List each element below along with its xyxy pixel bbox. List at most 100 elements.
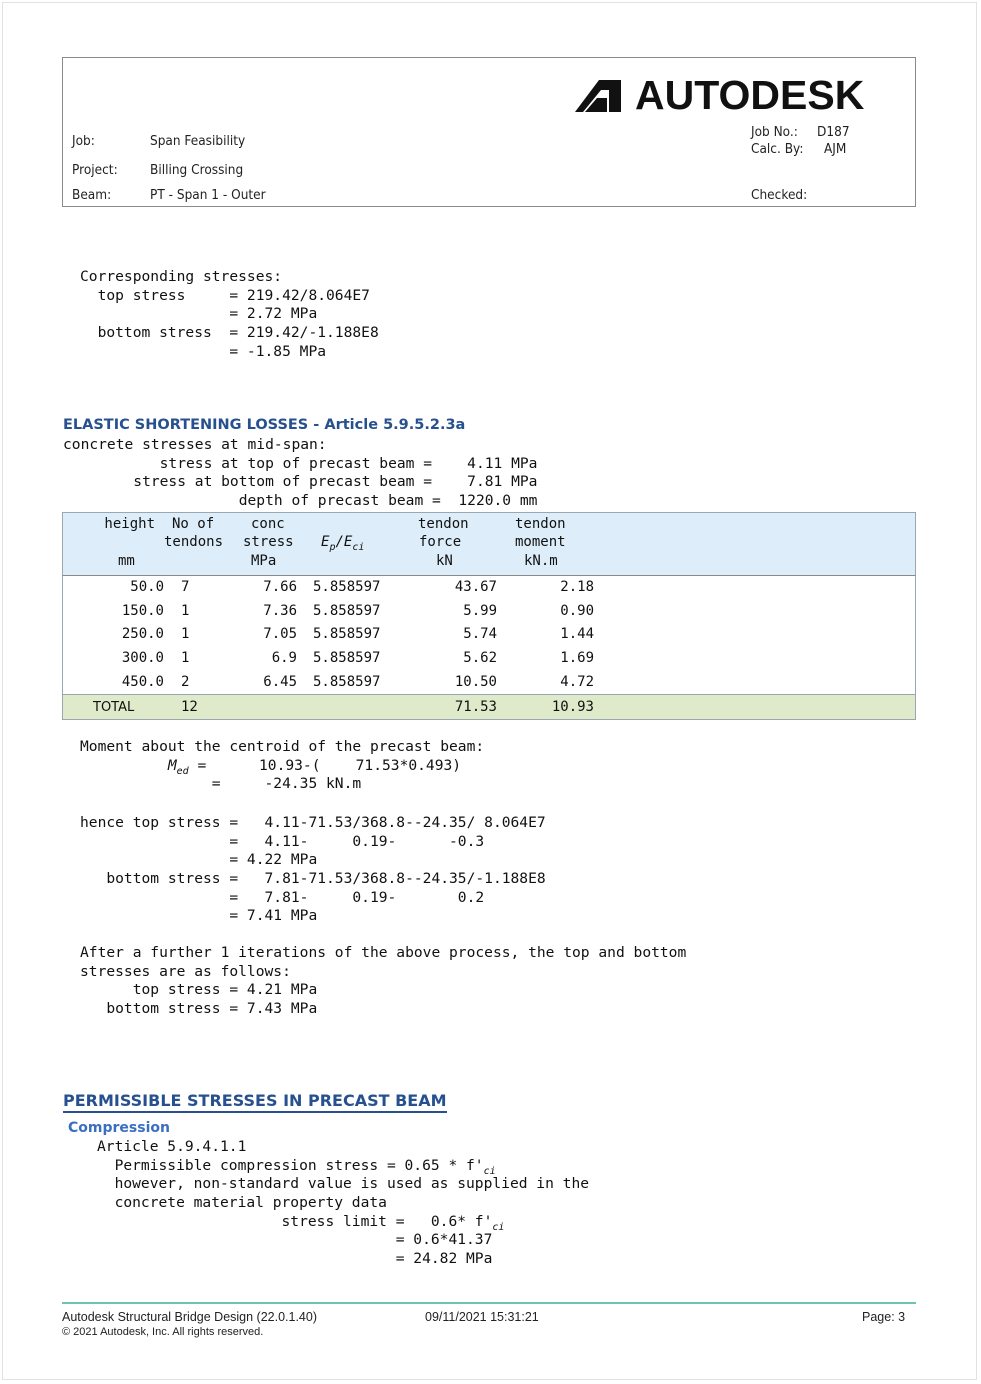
tendon-table-header (62, 512, 916, 576)
logo-text: AUTODESK (635, 72, 865, 118)
fci-subscript: ci (483, 1165, 496, 1177)
text-line: bottom stress = 7.81-71.53/368.8--24.35/… (80, 870, 546, 888)
cell-stress: 7.05 (263, 626, 297, 643)
cell-moment: 4.72 (560, 673, 594, 690)
total-label: TOTAL (93, 700, 135, 715)
med-symbol: M (80, 756, 177, 774)
col-header-conc: conc (251, 516, 285, 532)
compression-subheading: Compression (68, 1120, 170, 1136)
text-line: however, non-standard value is used as s… (97, 1175, 590, 1193)
beam-value: PT - Span 1 - Outer (150, 187, 266, 203)
text-line: = 4.11- 0.19- -0.3 (80, 832, 485, 850)
text-line: After a further 1 iterations of the abov… (80, 944, 687, 961)
cell-moment: 2.18 (560, 579, 594, 595)
text-line: stress at bottom of precast beam = 7.81 … (63, 473, 538, 491)
cell-stress: 7.66 (263, 579, 297, 595)
cell-ratio: 5.858597 (313, 602, 381, 619)
beam-label: Beam: (72, 187, 112, 203)
cell-tendons: 1 (181, 650, 190, 667)
text-line: = 4.22 MPa (80, 851, 318, 869)
autodesk-logo-icon (575, 79, 621, 112)
cell-force: 10.50 (454, 673, 497, 690)
col-header-height-unit: mm (118, 553, 135, 569)
text-line: = 7.81- 0.19- 0.2 (80, 888, 485, 906)
text-line: bottom stress = 219.42/-1.188E8 (80, 324, 379, 342)
col-header-moment-unit: kN.m (524, 553, 558, 569)
col-header-tendon-force: tendon (418, 516, 469, 532)
job-no-label: Job No.: (751, 124, 798, 140)
report-header (62, 57, 916, 207)
job-no-value: D187 (817, 124, 850, 140)
calc-by-value: AJM (824, 141, 847, 157)
ratio-ep-sub: p (329, 541, 336, 553)
cell-moment: 1.69 (560, 650, 594, 667)
text-line: stress at top of precast beam = 4.11 MPa (63, 454, 538, 472)
cell-force: 5.99 (463, 602, 497, 619)
ratio-eci: /E (335, 534, 353, 550)
cell-force: 5.74 (463, 626, 497, 643)
med-expression: = 10.93-( 71.53*0.493) (188, 756, 462, 774)
text-line: Article 5.9.4.1.1 (97, 1138, 247, 1155)
text-line: depth of precast beam = 1220.0 mm (63, 492, 538, 510)
cell-height: 150.0 (121, 602, 164, 619)
col-header-tendon-moment: tendon (515, 516, 566, 532)
text-line: Moment about the centroid of the precast… (80, 738, 485, 755)
cell-ratio: 5.858597 (313, 579, 381, 595)
text-line: = -1.85 MPa (80, 342, 327, 360)
cell-height: 450.0 (121, 673, 164, 690)
cell-tendons: 1 (181, 626, 190, 643)
cell-tendons: 7 (181, 579, 190, 595)
cell-moment: 0.90 (560, 602, 594, 619)
cell-moment: 1.44 (560, 626, 594, 643)
cell-ratio: 5.858597 (313, 673, 381, 690)
corresponding-stresses-block: Corresponding stresses: top stress = 219… (80, 268, 379, 361)
text-line: hence top stress = 4.11-71.53/368.8--24.… (80, 814, 546, 831)
footer-copyright: © 2021 Autodesk, Inc. All rights reserve… (62, 1326, 264, 1338)
text-line: stress limit = 0.6* f'ci (97, 1213, 589, 1232)
cell-stress: 7.36 (263, 602, 297, 619)
text-line: = 24.82 MPa (97, 1250, 493, 1268)
col-header-stress-unit: MPa (251, 553, 277, 569)
fci-subscript: ci (492, 1221, 505, 1233)
ratio-eci-sub: ci (352, 541, 365, 553)
cell-height: 250.0 (121, 626, 164, 643)
calc-by-label: Calc. By: (751, 141, 804, 157)
text-line: top stress = 219.42/8.064E7 (80, 286, 370, 304)
total-tendons: 12 (181, 699, 198, 715)
col-header-force: force (419, 534, 462, 550)
iteration-block: After a further 1 iterations of the abov… (80, 944, 686, 1019)
tendon-table-total-row (62, 694, 916, 720)
elastic-shortening-heading: ELASTIC SHORTENING LOSSES - Article 5.9.… (63, 417, 466, 433)
footer-product: Autodesk Structural Bridge Design (22.0.… (62, 1310, 317, 1324)
footer-timestamp: 09/11/2021 15:31:21 (425, 1310, 539, 1324)
text-line: = 7.41 MPa (80, 907, 318, 925)
cell-stress: 6.45 (263, 673, 297, 690)
project-label: Project: (72, 162, 118, 178)
col-header-moment: moment (515, 534, 566, 550)
ratio-ep: E (321, 534, 330, 550)
med-line: Med = 10.93-( 71.53*0.493) (80, 757, 484, 776)
checked-label: Checked: (751, 187, 808, 203)
total-force: 71.53 (454, 699, 497, 715)
med-subscript: ed (176, 765, 189, 777)
permissible-stresses-heading: PERMISSIBLE STRESSES IN PRECAST BEAM (63, 1091, 447, 1113)
col-header-height: height (104, 516, 155, 532)
col-header-ratio: Ep/Eci (321, 534, 365, 553)
cell-height: 50.0 (130, 579, 164, 595)
col-header-stress: stress (243, 534, 294, 550)
col-header-no-of: No of (172, 516, 215, 532)
text-line: Permissible compression stress = 0.65 * … (97, 1157, 589, 1176)
hence-stress-block: hence top stress = 4.11-71.53/368.8--24.… (80, 814, 546, 926)
text-line: = 2.72 MPa (80, 305, 318, 323)
text-line: = -24.35 kN.m (80, 775, 362, 793)
compression-block: Article 5.9.4.1.1 Permissible compressio… (97, 1138, 589, 1269)
project-value: Billing Crossing (150, 162, 244, 178)
cell-height: 300.0 (121, 650, 164, 667)
col-header-tendons: tendons (164, 534, 224, 550)
permissible-formula: Permissible compression stress = 0.65 * … (97, 1156, 484, 1174)
text-line: concrete material property data (97, 1194, 387, 1212)
cell-tendons: 2 (181, 673, 190, 690)
stress-limit-formula: stress limit = 0.6* f' (97, 1212, 493, 1230)
cell-force: 43.67 (454, 579, 497, 595)
moment-block: Moment about the centroid of the precast… (80, 738, 484, 794)
